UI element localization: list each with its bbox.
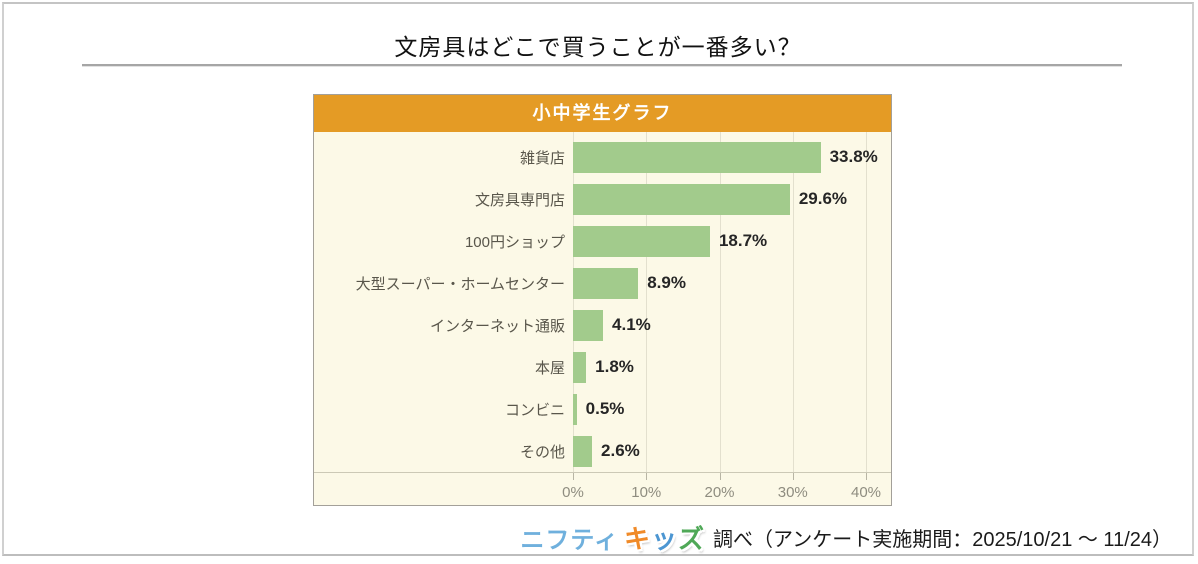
bar: [573, 141, 821, 173]
gridline: [573, 132, 574, 472]
x-axis-line: [314, 472, 891, 473]
table-row: 100円ショップ 18.7%: [314, 220, 891, 262]
bar-category-label: コンビニ: [504, 401, 565, 419]
survey-note: 調べ（アンケート実施期間：2025/10/21 ～ 11/24）: [713, 528, 1172, 551]
bar-value-label: 18.7%: [718, 231, 768, 250]
table-row: 文房具専門店 29.6%: [314, 178, 891, 220]
bar: [573, 393, 577, 425]
kids-logo-char: ズ: [678, 523, 706, 554]
bar-value-label: 2.6%: [601, 441, 640, 460]
bar-category-label: 文房具専門店: [474, 191, 565, 209]
bar: [573, 309, 604, 341]
bar-category-label: インターネット通販: [429, 317, 565, 335]
axis-tick: [792, 472, 794, 480]
axis-tick: [573, 472, 574, 480]
bar-track: 29.6%: [573, 183, 866, 215]
bar-track: 2.6%: [573, 435, 866, 467]
bar-category-label: 大型スーパー・ホームセンター: [355, 275, 565, 293]
x-axis-tick-label: 10%: [631, 484, 662, 501]
x-axis-tick-label: 30%: [777, 484, 808, 501]
chart-panel: 小中学生グラフ 0% 10% 20% 30% 40% 雑貨店 33.8% 文房具専門店 …: [313, 94, 892, 506]
gridline: [719, 132, 721, 472]
table-row: コンビニ 0.5%: [314, 388, 891, 430]
bar: [573, 351, 587, 383]
x-axis-tick-label: 20%: [704, 484, 735, 501]
bar-value-label: 8.9%: [647, 273, 686, 292]
kids-logo: キッズ: [624, 519, 705, 556]
bar-category-label: 100円ショップ: [464, 233, 565, 251]
bar-category-label: 雑貨店: [519, 149, 565, 167]
bar-value-label: 29.6%: [798, 189, 848, 208]
bar-track: 8.9%: [573, 267, 866, 299]
axis-tick: [719, 472, 721, 480]
bar-track: 33.8%: [573, 141, 878, 173]
bar-track: 0.5%: [573, 393, 866, 425]
bar: [573, 225, 710, 257]
bar: [573, 267, 639, 299]
grid-layer: 0% 10% 20% 30% 40%: [562, 132, 881, 501]
bar-track: 18.7%: [573, 225, 866, 257]
kids-logo-char: キ: [623, 523, 651, 554]
bar-category-label: その他: [519, 443, 565, 461]
gridline: [866, 132, 867, 472]
bar: [573, 183, 790, 215]
bar-rows: 雑貨店 33.8% 文房具専門店 29.6% 100円ショップ 18.7% 大型…: [314, 136, 891, 472]
axis-tick: [866, 472, 867, 480]
bar-value-label: 0.5%: [585, 399, 625, 418]
bar-value-label: 4.1%: [612, 315, 651, 334]
table-row: 雑貨店 33.8%: [314, 136, 891, 178]
title-divider: [82, 64, 1122, 67]
window-frame: 文房具はどこで買うことが一番多い？ 小中学生グラフ 0% 10% 20% 30% 40%…: [2, 2, 1194, 556]
gridline: [792, 132, 794, 472]
axis-tick: [646, 472, 648, 480]
chart-area: 0% 10% 20% 30% 40% 雑貨店 33.8% 文房具専門店 29.6% 10…: [314, 132, 891, 505]
source-footer: ニフティ キッズ 調べ（アンケート実施期間：2025/10/21 ～ 11/24…: [520, 520, 1172, 554]
chart-panel-header: 小中学生グラフ: [314, 95, 891, 132]
nifty-logo: ニフティ: [520, 526, 619, 554]
table-row: 大型スーパー・ホームセンター 8.9%: [314, 262, 891, 304]
bar-value-label: 1.8%: [595, 357, 634, 376]
table-row: 本屋 1.8%: [314, 346, 891, 388]
x-axis-tick-label: 40%: [850, 484, 882, 501]
x-axis-tick-label: 0%: [562, 484, 584, 501]
bar-track: 4.1%: [573, 309, 866, 341]
gridline: [646, 132, 648, 472]
table-row: その他 2.6%: [314, 430, 891, 472]
table-row: インターネット通販 4.1%: [314, 304, 891, 346]
page-title: 文房具はどこで買うことが一番多い？: [394, 34, 802, 60]
bar-category-label: 本屋: [534, 359, 565, 377]
kids-logo-char: ッ: [650, 523, 678, 554]
bar-track: 1.8%: [573, 351, 866, 383]
bar-value-label: 33.8%: [829, 147, 878, 166]
bar: [573, 435, 593, 467]
